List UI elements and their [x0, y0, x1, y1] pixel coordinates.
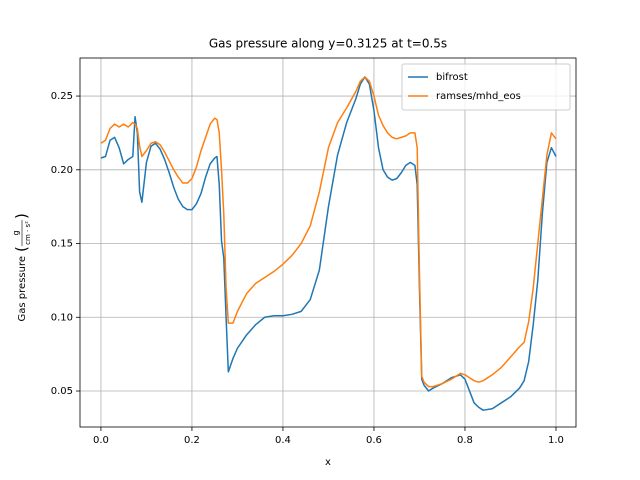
y-tick-label: 0.20	[51, 165, 73, 176]
chart-title: Gas pressure along y=0.3125 at t=0.5s	[209, 37, 447, 51]
y-tick-label: 0.25	[51, 91, 73, 102]
legend: bifrost ramses/mhd_eos	[401, 63, 571, 111]
unit-numerator: g	[12, 230, 21, 235]
paren: (	[13, 246, 31, 252]
legend-label: ramses/mhd_eos	[436, 91, 521, 102]
y-tick-label: 0.15	[51, 239, 73, 250]
data-line	[100, 76, 557, 388]
legend-label: bifrost	[436, 72, 468, 83]
legend-box	[401, 63, 571, 111]
y-axis-label: Gas pressure ( g cm · s² )	[12, 213, 33, 321]
axes-frame	[79, 57, 577, 428]
x-tick-label: 0.0	[93, 435, 109, 446]
unit-denominator: cm · s²	[24, 221, 32, 245]
data-line	[100, 76, 557, 411]
x-tick-label: 0.6	[366, 435, 382, 446]
x-tick-label: 1.0	[548, 435, 564, 446]
paren: )	[13, 213, 31, 219]
y-tick-label: 0.05	[51, 386, 73, 397]
x-axis-label: x	[325, 457, 331, 468]
x-tick-label: 0.8	[457, 435, 473, 446]
y-axis-label-text: Gas pressure	[17, 256, 28, 321]
x-tick-label: 0.2	[184, 435, 200, 446]
x-tick-label: 0.4	[275, 435, 291, 446]
y-tick-label: 0.10	[51, 312, 73, 323]
